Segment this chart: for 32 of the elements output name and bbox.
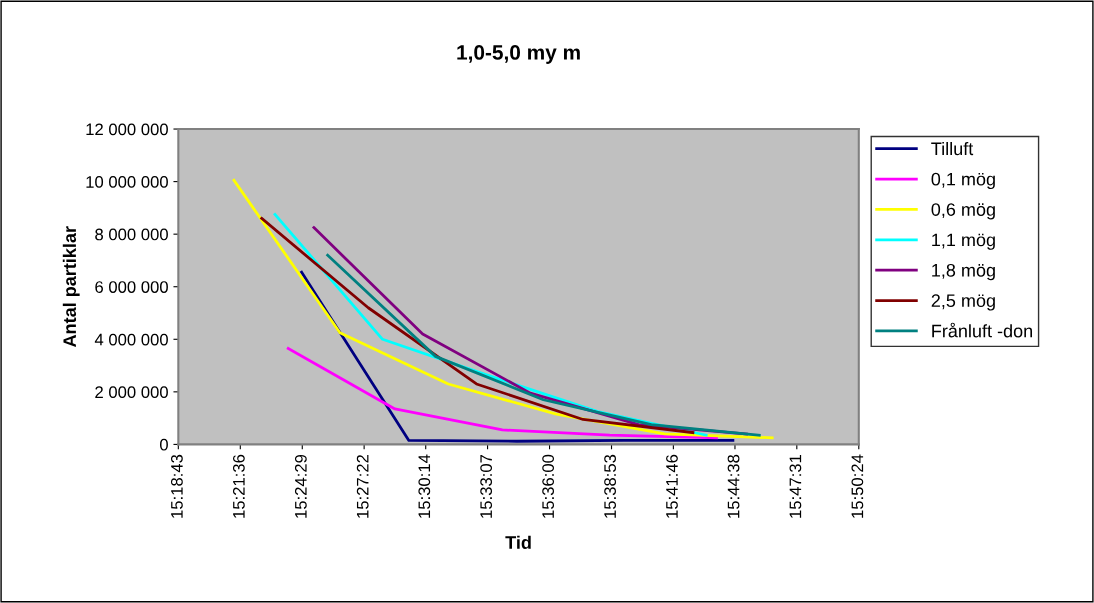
legend-label: 0,1 mög xyxy=(931,172,995,190)
chart-title: 1,0-5,0 my m xyxy=(457,45,580,64)
x-axis-title: Tid xyxy=(505,535,531,549)
x-tick-label: 15:30:14 xyxy=(418,454,431,518)
x-tick-label: 15:50:24 xyxy=(851,454,864,518)
x-tick-label: 15:33:07 xyxy=(480,454,493,518)
y-tick-label: 12 000 000 xyxy=(86,123,168,136)
x-tick-label: 15:18:43 xyxy=(170,454,183,518)
legend-label: 0,6 mög xyxy=(931,203,995,220)
line-series xyxy=(232,178,774,440)
x-tick-label: 15:24:29 xyxy=(294,454,307,518)
line-series xyxy=(326,253,761,437)
legend-label: 1,1 mög xyxy=(932,233,995,250)
x-tick-label: 15:38:53 xyxy=(604,454,616,518)
legend-label: 2,5 mög xyxy=(931,294,995,311)
x-tick-label: 15:41:46 xyxy=(666,454,678,518)
line-series xyxy=(286,347,718,440)
x-tick-label: 15:47:31 xyxy=(789,454,802,518)
y-axis-title: Antal partiklar xyxy=(62,226,80,347)
legend-label: 1,8 mög xyxy=(932,263,995,281)
y-tick-label: 8 000 000 xyxy=(95,228,168,241)
x-tick-label: 15:44:38 xyxy=(727,454,740,518)
x-tick-label: 15:36:00 xyxy=(542,454,555,518)
x-tick-label: 15:27:22 xyxy=(356,454,369,518)
legend-label: Frånluft -don xyxy=(932,322,1032,338)
legend-label: Tilluft xyxy=(931,141,974,156)
y-tick-label: 0 xyxy=(159,438,168,451)
x-tick-label: 15:21:36 xyxy=(232,454,245,518)
y-tick-label: 10 000 000 xyxy=(86,176,168,188)
y-tick-label: 2 000 000 xyxy=(95,386,168,399)
y-tick-label: 4 000 000 xyxy=(94,333,168,346)
y-tick-label: 6 000 000 xyxy=(95,281,168,293)
